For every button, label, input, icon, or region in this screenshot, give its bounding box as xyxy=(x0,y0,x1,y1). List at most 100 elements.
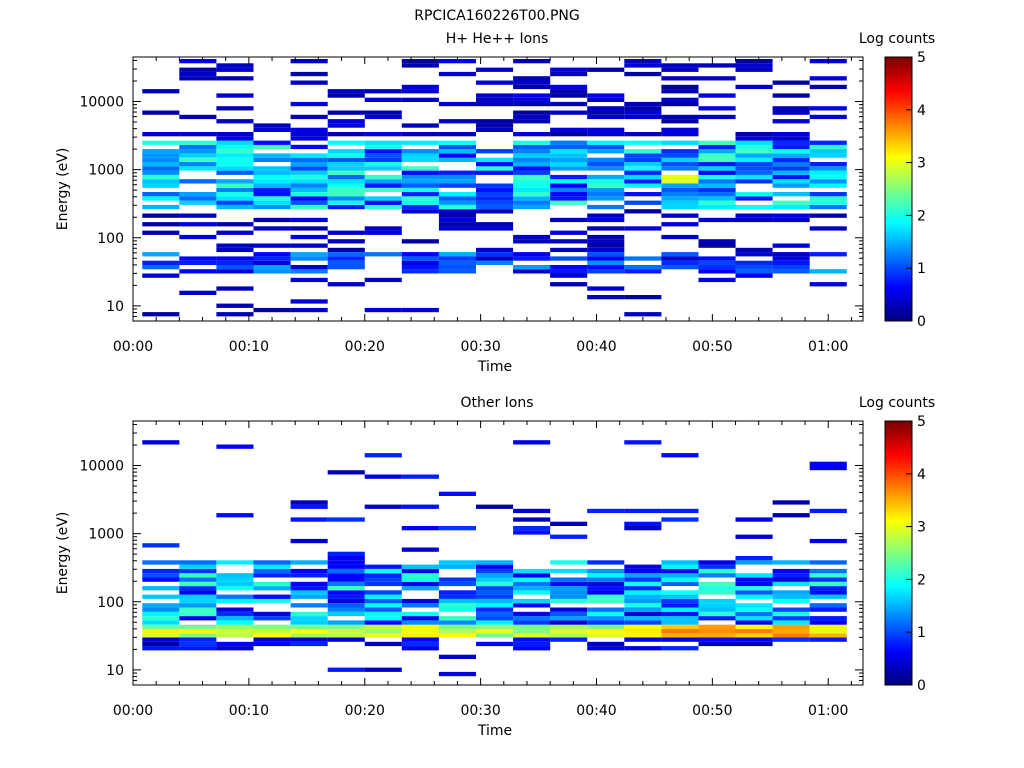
heatmap-cell xyxy=(809,174,847,180)
heatmap-cell xyxy=(216,586,254,591)
heatmap-cell xyxy=(327,174,365,180)
heatmap-cell xyxy=(438,590,476,595)
heatmap-cell xyxy=(587,560,625,565)
heatmap-cell xyxy=(290,204,328,210)
colorbar-segment xyxy=(885,239,912,243)
heatmap-cell xyxy=(735,140,773,145)
heatmap-cell xyxy=(809,577,847,582)
heatmap-cell xyxy=(587,93,625,98)
heatmap-cell xyxy=(364,204,402,210)
heatmap-cell xyxy=(327,586,365,591)
heatmap-cell xyxy=(772,611,810,617)
heatmap-cell xyxy=(327,633,365,638)
heatmap-cell xyxy=(550,560,588,565)
heatmap-cell xyxy=(698,162,736,167)
heatmap-cell xyxy=(661,76,699,81)
colorbar-segment xyxy=(885,611,912,615)
heatmap-cell xyxy=(735,611,773,617)
heatmap-cell xyxy=(401,97,439,102)
heatmap-cell xyxy=(290,637,328,642)
heatmap-cell xyxy=(550,127,588,132)
heatmap-cell xyxy=(142,646,180,651)
heatmap-cell xyxy=(624,157,662,162)
heatmap-cell xyxy=(476,187,514,192)
heatmap-cell xyxy=(735,179,773,184)
heatmap-cell xyxy=(364,573,402,578)
figure-title: RPCICA160226T00.PNG xyxy=(414,8,579,24)
heatmap-cell xyxy=(661,149,699,154)
colorbar-segment xyxy=(885,86,912,90)
heatmap-cell xyxy=(290,170,328,175)
heatmap-cell xyxy=(438,607,476,612)
heatmap-cell xyxy=(550,149,588,154)
heatmap-cell xyxy=(401,166,439,171)
heatmap-cell xyxy=(513,573,551,578)
heatmap-cell xyxy=(327,247,365,253)
heatmap-cell xyxy=(364,577,402,582)
x-tick-label: 01:00 xyxy=(808,339,848,355)
heatmap-cell xyxy=(735,260,773,265)
heatmap-cell xyxy=(401,586,439,591)
heatmap-cell xyxy=(513,97,551,102)
heatmap-cell xyxy=(698,217,736,223)
x-axis-label: Time xyxy=(477,723,512,739)
heatmap-cell xyxy=(476,67,514,72)
heatmap-cell xyxy=(772,629,810,634)
colorbar-segment xyxy=(885,233,912,238)
heatmap-cell xyxy=(735,573,773,578)
heatmap-cell xyxy=(142,204,180,210)
heatmap-cell xyxy=(661,265,699,270)
heatmap-cell xyxy=(624,149,662,154)
heatmap-cell xyxy=(698,256,736,261)
heatmap-cell xyxy=(587,97,625,102)
heatmap-cell xyxy=(513,581,551,587)
heatmap-cell xyxy=(438,671,476,677)
heatmap-cell xyxy=(142,633,180,638)
heatmap-cell xyxy=(327,149,365,154)
colorbar-segment xyxy=(885,428,912,433)
heatmap-cell xyxy=(476,256,514,261)
colorbar-label: Log counts xyxy=(859,395,935,411)
heatmap-cell xyxy=(772,633,810,638)
heatmap-cell xyxy=(809,149,847,154)
heatmap-cell xyxy=(476,607,514,612)
heatmap-cell xyxy=(809,624,847,629)
heatmap-cell xyxy=(216,140,254,145)
heatmap-cell xyxy=(735,59,773,64)
heatmap-cell xyxy=(438,59,476,64)
colorbar-segment xyxy=(885,682,912,686)
heatmap-cell xyxy=(735,629,773,634)
heatmap-cell xyxy=(476,616,514,621)
heatmap-cell xyxy=(624,166,662,171)
colorbar-segment xyxy=(885,608,912,612)
heatmap-cell xyxy=(476,573,514,578)
heatmap-cell xyxy=(661,256,699,261)
heatmap-cell xyxy=(587,106,625,111)
heatmap-cell xyxy=(401,132,439,137)
heatmap-cell xyxy=(624,114,662,120)
heatmap-cell xyxy=(216,256,254,261)
heatmap-cell xyxy=(327,153,365,158)
heatmap-cell xyxy=(290,568,328,574)
heatmap-cell xyxy=(290,252,328,257)
y-tick-label: 100 xyxy=(97,595,124,611)
heatmap-cell xyxy=(364,183,402,188)
heatmap-cell xyxy=(327,637,365,642)
heatmap-cell xyxy=(401,63,439,68)
heatmap-cell xyxy=(327,162,365,167)
heatmap-cell xyxy=(142,607,180,612)
heatmap-cell xyxy=(438,633,476,638)
heatmap-cell xyxy=(401,183,439,188)
heatmap-cell xyxy=(513,174,551,180)
heatmap-cell xyxy=(438,252,476,257)
heatmap-cell xyxy=(587,641,625,647)
heatmap-cell xyxy=(438,269,476,274)
heatmap-cell xyxy=(216,620,254,625)
heatmap-cell xyxy=(513,646,551,651)
heatmap-cell xyxy=(772,598,810,604)
heatmap-cell xyxy=(587,187,625,192)
heatmap-cell xyxy=(253,144,291,150)
heatmap-cell xyxy=(661,594,699,599)
heatmap-cell xyxy=(587,607,625,612)
heatmap-cell xyxy=(587,67,625,72)
